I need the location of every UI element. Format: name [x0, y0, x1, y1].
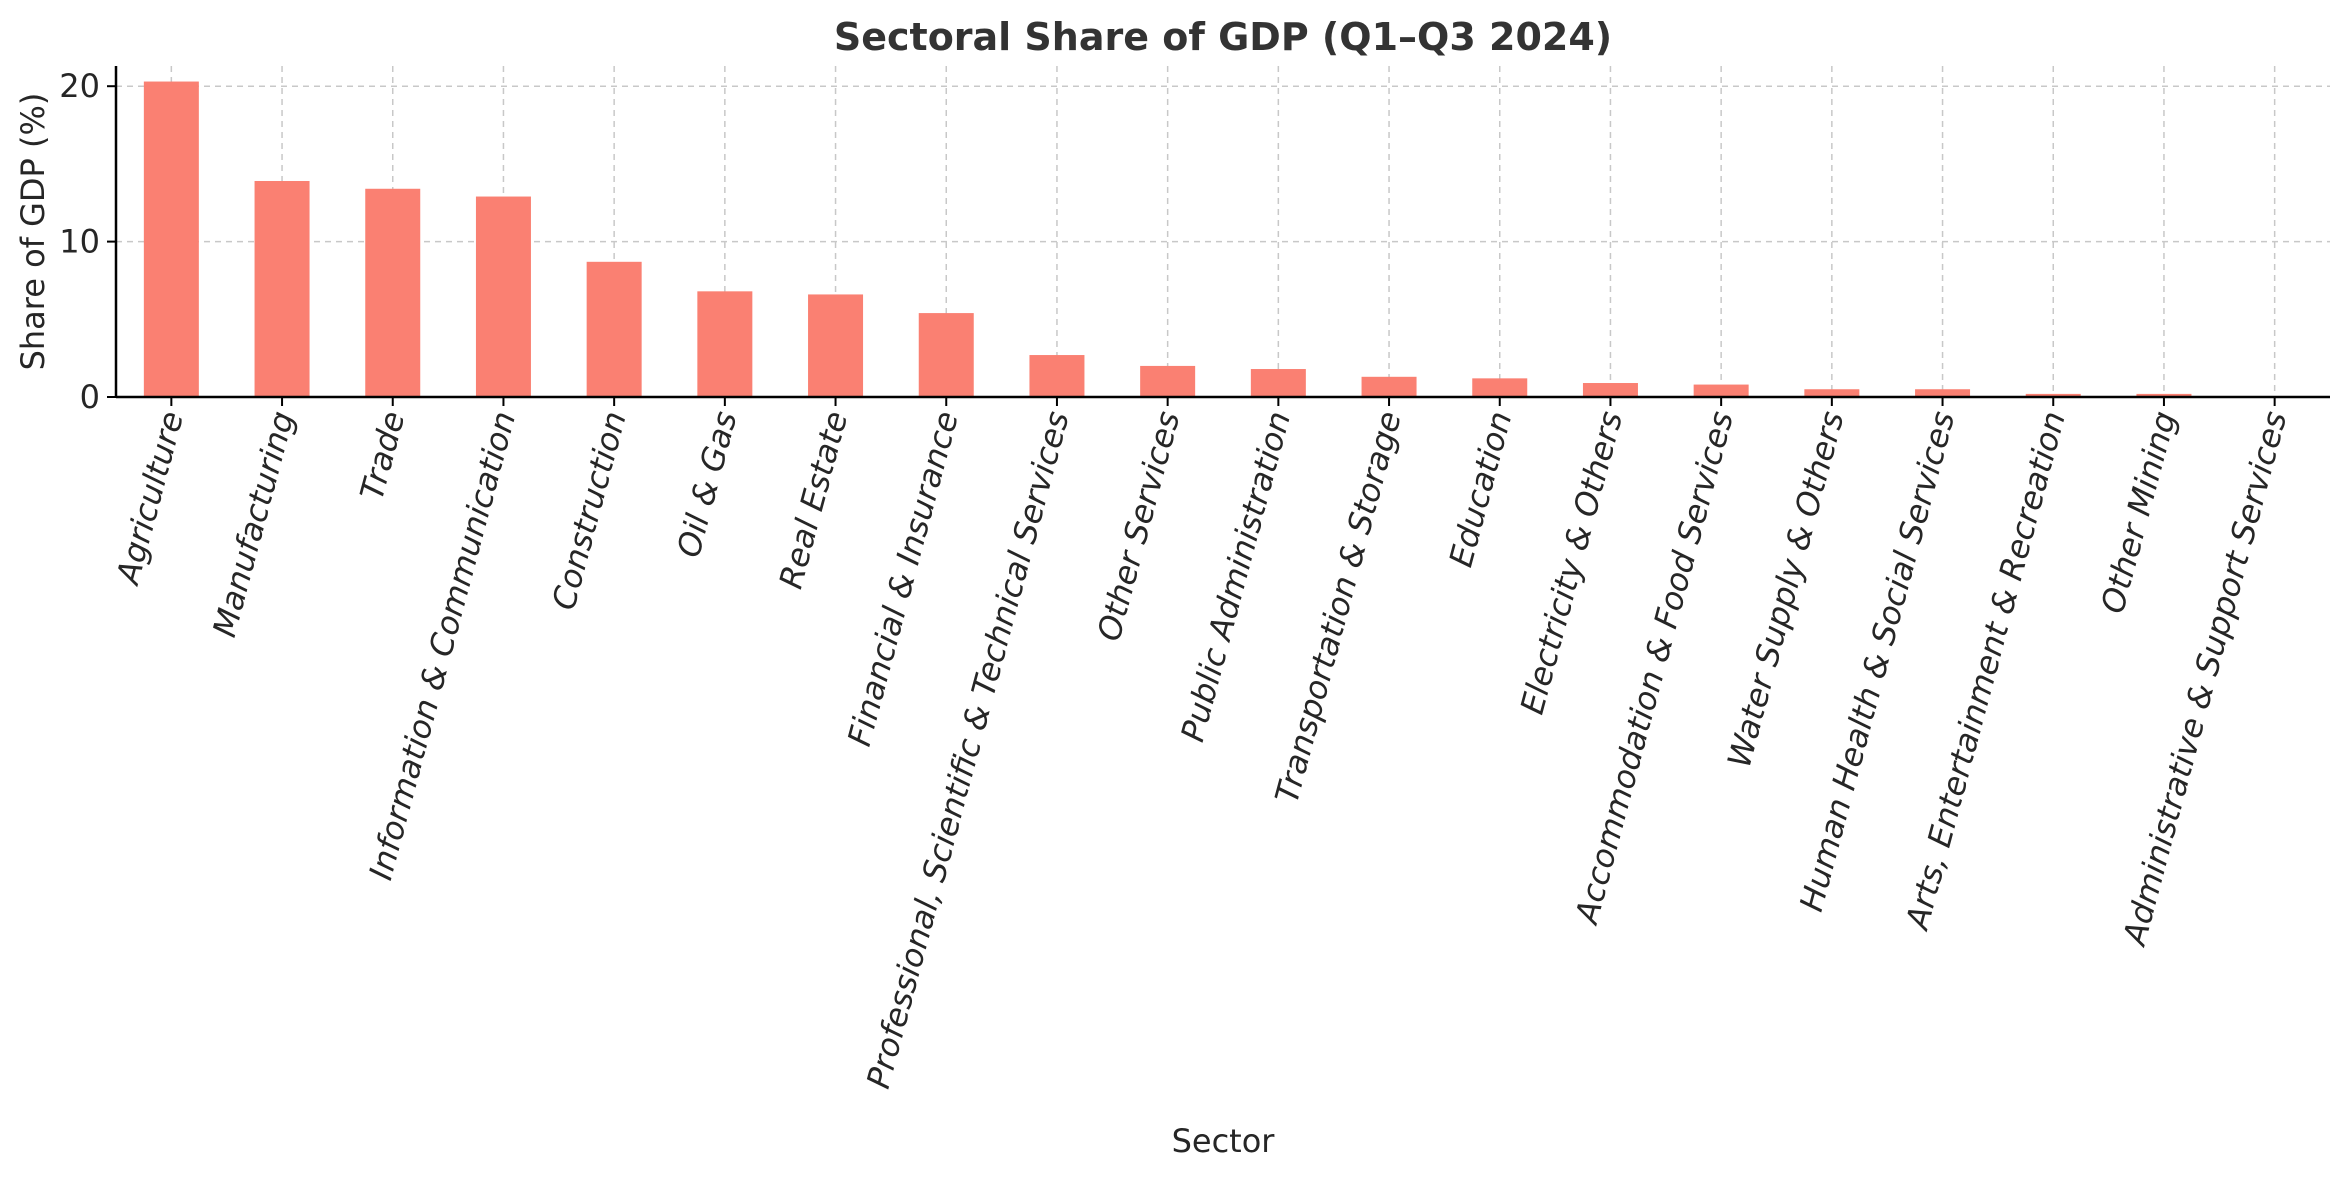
- bar: [1029, 355, 1085, 397]
- x-tick-label: Construction: [544, 407, 633, 614]
- x-tick-label: Transportation & Storage: [1268, 407, 1409, 807]
- x-tick-label: Other Services: [1090, 407, 1188, 645]
- bar: [918, 313, 974, 397]
- y-tick-label: 20: [59, 67, 100, 105]
- x-tick-label: Electricity & Others: [1513, 407, 1630, 718]
- bar: [365, 188, 421, 397]
- bar: [1250, 369, 1306, 397]
- x-tick-label: Trade: [353, 407, 413, 504]
- x-tick-label: Other Mining: [2093, 407, 2183, 617]
- bar: [586, 261, 642, 397]
- y-ticks: 0 10 20: [59, 67, 116, 416]
- x-axis-label: Sector: [1172, 1122, 1276, 1160]
- x-tick-label: Public Administration: [1173, 407, 1298, 745]
- bar: [1693, 384, 1749, 397]
- x-tick-label: Financial & Insurance: [840, 407, 966, 750]
- bar: [1804, 389, 1860, 397]
- x-ticks: Agriculture Manufacturing TradeInformation…: [108, 397, 2294, 1092]
- bar: [254, 180, 310, 397]
- x-tick-label: Agriculture: [108, 407, 191, 589]
- x-tick-label: Water Supply & Others: [1720, 407, 1852, 771]
- x-tick-label: Real Estate: [771, 407, 855, 593]
- bar: [2025, 393, 2081, 397]
- bar: [2136, 393, 2192, 397]
- y-tick-label: 0: [80, 378, 100, 416]
- x-tick-label: Professional, Scientific & Technical Ser…: [859, 407, 1077, 1092]
- x-tick-label: Oil & Gas: [669, 407, 744, 561]
- bars-layer: [143, 81, 2303, 397]
- bar: [697, 291, 753, 397]
- bar: [1361, 376, 1417, 397]
- grid-layer: [116, 66, 2330, 398]
- bar: [1140, 365, 1196, 397]
- x-tick-label: Manufacturing: [205, 407, 302, 641]
- bar: [475, 196, 531, 397]
- bar: [808, 294, 864, 397]
- bar: [143, 81, 199, 397]
- y-axis-label: Share of GDP (%): [14, 93, 52, 371]
- chart-title: Sectoral Share of GDP (Q1–Q3 2024): [834, 15, 1612, 59]
- y-tick-label: 10: [59, 223, 100, 261]
- axes-layer: [114, 66, 2330, 399]
- x-tick-label: Education: [1442, 407, 1520, 571]
- bar: [1472, 378, 1528, 397]
- bar: [1582, 383, 1638, 397]
- bar: [1915, 389, 1971, 397]
